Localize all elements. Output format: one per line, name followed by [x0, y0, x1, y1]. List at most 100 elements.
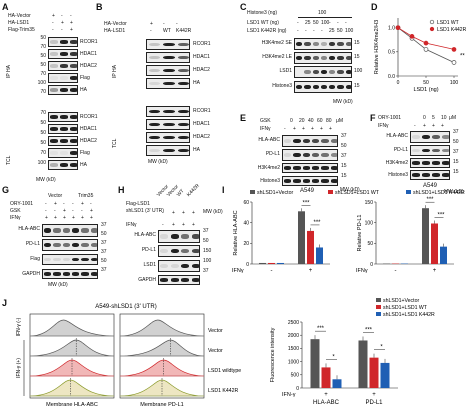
h-blot-band [191, 234, 199, 239]
f-blot-band [442, 135, 449, 139]
c-sign-wt: - [345, 20, 347, 26]
e-blot-band [312, 139, 320, 143]
a-tcl-blot-band [50, 127, 58, 131]
g-sign: + [54, 215, 57, 221]
c-blot-band [304, 85, 311, 89]
b-sign-vec: - [176, 21, 178, 27]
g-sign: + [81, 201, 84, 207]
b-tcl-blot-band [148, 122, 160, 127]
b-ip-blot-band [178, 42, 189, 47]
e-mw: 15 [341, 163, 347, 169]
f-mw-label: MW (kD) [444, 189, 464, 195]
j-bar-sig: * [332, 354, 335, 360]
a-tcl-blot-band [50, 139, 58, 143]
i-right-ifn-label: IFNγ [356, 268, 368, 274]
c-blot-band [329, 70, 336, 74]
a-sign: - [52, 27, 54, 33]
i-right-sig: *** [437, 212, 445, 218]
j-title: A549-shLSD1 (3' UTR) [95, 304, 157, 310]
h-blot-band [181, 278, 190, 282]
d-point [409, 34, 415, 39]
b-tcl-blot [146, 132, 190, 143]
g-blot-band [81, 257, 89, 262]
i-legend-label: shLSD1+LSD1 WT [335, 190, 380, 196]
g-blot-band [44, 257, 52, 262]
h-blot [158, 260, 200, 272]
j-bar-y-tick-label: 2500 [288, 320, 299, 326]
b-ip-blot [146, 52, 190, 63]
g-band-label: GAPDH [22, 271, 40, 277]
a-ip-blot-band [60, 52, 68, 56]
e-gsk-val: 20 [299, 118, 305, 124]
b-ip-blot-band [148, 55, 160, 60]
a-ip-blot-band [50, 52, 58, 56]
j-bar-ifn-sign: + [372, 392, 376, 398]
d-y-tick-label: 0.5 [388, 50, 395, 56]
h-band-label: GAPDH [138, 277, 156, 283]
b-ip-blot-band [178, 55, 189, 60]
b-tcl-blot-band [178, 109, 189, 114]
j-bar-ifn-label: IFN-γ [282, 392, 296, 398]
a-sign: + [70, 20, 73, 26]
a-ip-label: IP HA [6, 65, 12, 78]
g-blot-band [44, 243, 52, 247]
f-mw: 15 [453, 159, 459, 165]
j-legend-label: shLSD1+LSD1 WT [383, 305, 428, 311]
f-band-label: H3K4me2 [385, 160, 408, 166]
c-band-label: H3K4me2 SE [261, 40, 292, 46]
g-blot-band [44, 272, 52, 276]
f-ifn-val: + [432, 123, 435, 129]
d-series-line [397, 27, 455, 50]
e-mw-label: MW (kD) [340, 187, 360, 193]
f-mw: 37 [453, 149, 459, 155]
b-ip-band-label: HDAC2 [193, 67, 210, 73]
j-bar-sig: *** [317, 326, 325, 332]
c-blot-band [329, 85, 336, 89]
g-blot-band [44, 228, 52, 233]
c-blot [294, 81, 352, 93]
i-left-sig: *** [313, 220, 321, 226]
a-ip-blot-band [60, 76, 68, 80]
g-blot-band [62, 228, 70, 233]
c-blot [294, 52, 352, 64]
a-tcl-blot-band [60, 139, 68, 143]
j-flow-trace [119, 359, 205, 377]
panel-d-letter: D [371, 2, 378, 12]
f-blot-band [412, 148, 420, 153]
d-legend-label: LSD1 WT [437, 20, 459, 26]
a-row-ha-vector: HA-Vector [8, 13, 31, 19]
a-tcl-blot-band [60, 163, 68, 167]
h-blot-band [170, 234, 179, 239]
a-tcl-blot-band [70, 163, 77, 167]
f-mw: 15 [453, 169, 459, 175]
j-bar-sig: *** [365, 327, 373, 333]
f-blot [410, 145, 450, 156]
i-left-y-tick-label: 0 [246, 262, 249, 268]
c-sign-k442r: 100 [345, 28, 354, 34]
a-row-flag-trim35: Flag-Trim35 [8, 27, 35, 33]
e-ifn-label: IFNγ [260, 126, 271, 132]
h-blot [158, 245, 200, 257]
b-tcl-blot-band [163, 109, 175, 114]
b-ip-blot-band [163, 55, 175, 60]
a-row-ha-lsd1: HA-LSD1 [8, 20, 30, 26]
a-tcl-blot [48, 148, 78, 158]
e-blot-band [302, 179, 310, 183]
g-sign: + [45, 215, 48, 221]
j-flow-trace [29, 339, 115, 357]
h-mw: 150 [203, 248, 212, 254]
g-band-label: Flag [30, 256, 40, 262]
b-tcl-band-label: HDAC1 [193, 121, 210, 127]
c-sign-wt: 25 [305, 20, 311, 26]
a-ip-band-label: HDAC1 [80, 51, 97, 57]
f-band-label: Histone3 [388, 172, 408, 178]
b-ip-label: IP HA [112, 65, 118, 78]
a-ip-blot-band [50, 64, 58, 68]
g-blot-band [81, 228, 89, 233]
h-blot [158, 275, 200, 285]
panel-g-letter: G [2, 185, 10, 195]
a-tcl-blot-band [70, 139, 77, 143]
j-row-label-minus: IFN-γ (-) [16, 317, 22, 336]
j-bar-cat-label: PD-L1 [365, 400, 383, 406]
b-tcl-label: TCL [112, 138, 118, 148]
